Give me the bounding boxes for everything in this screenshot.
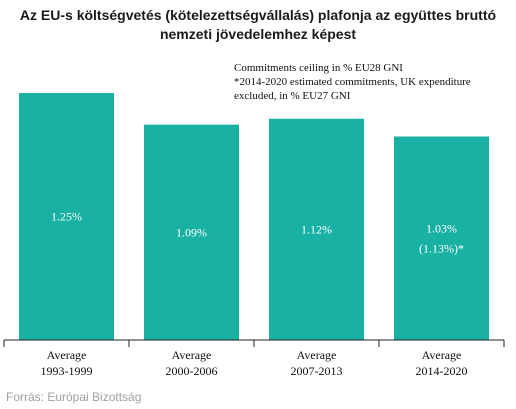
category-label-3-1: 2014-2020: [416, 364, 468, 378]
category-label-0-0: Average: [47, 348, 87, 362]
category-label-1-0: Average: [172, 348, 212, 362]
category-label-2-1: 2007-2013: [291, 364, 343, 378]
chart-note: Commitments ceiling in % EU28 GNI *2014-…: [234, 61, 514, 103]
data-label-2-0: 1.12%: [301, 222, 332, 236]
chart-title: Az EU-s költségvetés (kötelezettségválla…: [0, 6, 516, 44]
chart-title-line-2: nemzeti jövedelemhez képest: [159, 26, 357, 42]
category-label-0-1: 1993-1999: [41, 364, 93, 378]
bar-3: [394, 136, 489, 340]
bar-2: [269, 118, 364, 340]
source-note: Forrás: Európai Bizottság: [6, 390, 142, 404]
chart-note-line-1: Commitments ceiling in % EU28 GNI: [234, 62, 403, 74]
category-label-3-0: Average: [422, 348, 462, 362]
data-label-3-1: (1.13%)*: [419, 241, 464, 255]
chart-note-line-2: *2014-2020 estimated commitments, UK exp…: [234, 76, 471, 88]
data-label-3-0: 1.03%: [426, 221, 457, 235]
chart-note-line-3: excluded, in % EU27 GNI: [234, 90, 351, 102]
data-label-1-0: 1.09%: [176, 225, 207, 239]
category-label-2-0: Average: [297, 348, 337, 362]
bar-chart: 1.25% Average 1993-1999 1.09% Average 2000-20…: [3, 93, 505, 378]
category-label-1-1: 2000-2006: [166, 364, 218, 378]
chart-title-line-1: Az EU-s költségvetés (kötelezettségválla…: [19, 7, 497, 23]
bar-0: [19, 93, 114, 340]
data-label-0-0: 1.25%: [51, 210, 82, 224]
bar-1: [144, 124, 239, 340]
